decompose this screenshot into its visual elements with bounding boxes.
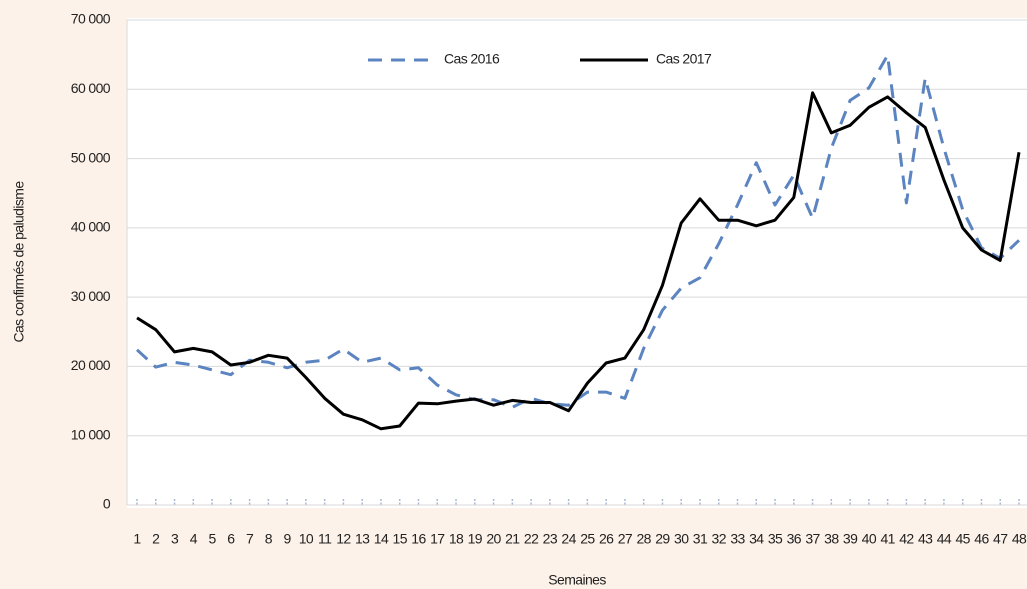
- x-tick-label: 6: [227, 531, 235, 547]
- x-tick-label: 37: [805, 531, 820, 547]
- x-tick-label: 35: [768, 531, 783, 547]
- x-tick-label: 15: [393, 531, 408, 547]
- x-tick-label: 11: [318, 531, 332, 547]
- x-tick-label: 25: [580, 531, 595, 547]
- x-tick-label: 40: [862, 531, 877, 547]
- x-tick-label: 46: [974, 531, 989, 547]
- y-axis-label: Cas confirmés de paludisme: [11, 181, 27, 343]
- x-tick-label: 34: [749, 531, 764, 547]
- x-tick-label: 8: [265, 531, 273, 547]
- x-tick-label: 2: [152, 531, 160, 547]
- x-tick-label: 7: [246, 531, 254, 547]
- plot-area: [127, 18, 1027, 508]
- x-tick-label: 18: [449, 531, 464, 547]
- x-tick-label: 13: [355, 531, 370, 547]
- x-tick-label: 9: [284, 531, 292, 547]
- x-tick-label: 4: [190, 531, 198, 547]
- x-tick-label: 39: [843, 531, 858, 547]
- x-tick-label: 14: [374, 531, 389, 547]
- x-tick-label: 38: [824, 531, 839, 547]
- y-tick-label: 20 000: [71, 357, 111, 373]
- x-tick-label: 5: [208, 531, 216, 547]
- x-tick-label: 24: [561, 531, 576, 547]
- x-tick-label: 31: [693, 531, 708, 547]
- x-tick-label: 1: [133, 531, 141, 547]
- x-tick-label: 48: [1012, 531, 1027, 547]
- x-tick-label: 43: [918, 531, 933, 547]
- x-tick-label: 33: [730, 531, 745, 547]
- x-tick-label: 28: [636, 531, 651, 547]
- x-tick-label: 30: [674, 531, 689, 547]
- x-tick-label: 22: [524, 531, 539, 547]
- y-tick-label: 50 000: [71, 149, 111, 165]
- x-tick-label: 3: [171, 531, 179, 547]
- x-tick-label: 23: [543, 531, 558, 547]
- x-tick-label: 10: [299, 531, 314, 547]
- x-tick-label: 26: [599, 531, 614, 547]
- x-axis-label: Semaines: [548, 572, 606, 588]
- x-tick-label: 42: [899, 531, 914, 547]
- series-line: [136, 91, 1021, 431]
- y-tick-label: 30 000: [71, 288, 111, 304]
- x-tick-label: 12: [336, 531, 351, 547]
- x-tick-label: 44: [937, 531, 952, 547]
- x-tick-label: 29: [655, 531, 670, 547]
- x-tick-label: 32: [712, 531, 727, 547]
- x-tick-label: 36: [787, 531, 802, 547]
- y-tick-label: 10 000: [71, 426, 111, 442]
- x-tick-label: 20: [486, 531, 501, 547]
- legend-label: Cas 2016: [444, 51, 500, 67]
- x-tick-label: 21: [505, 531, 520, 547]
- x-tick-label: 41: [880, 531, 895, 547]
- x-tick-label: 45: [956, 531, 971, 547]
- x-tick-label: 47: [993, 531, 1008, 547]
- legend-label: Cas 2017: [656, 51, 712, 67]
- x-tick-label: 17: [430, 531, 445, 547]
- x-tick-label: 27: [618, 531, 633, 547]
- y-tick-label: 0: [103, 496, 111, 512]
- y-tick-label: 60 000: [71, 80, 111, 96]
- y-tick-label: 40 000: [71, 219, 111, 235]
- x-tick-label: 19: [468, 531, 483, 547]
- y-tick-label: 70 000: [71, 11, 111, 27]
- x-tick-label: 16: [411, 531, 426, 547]
